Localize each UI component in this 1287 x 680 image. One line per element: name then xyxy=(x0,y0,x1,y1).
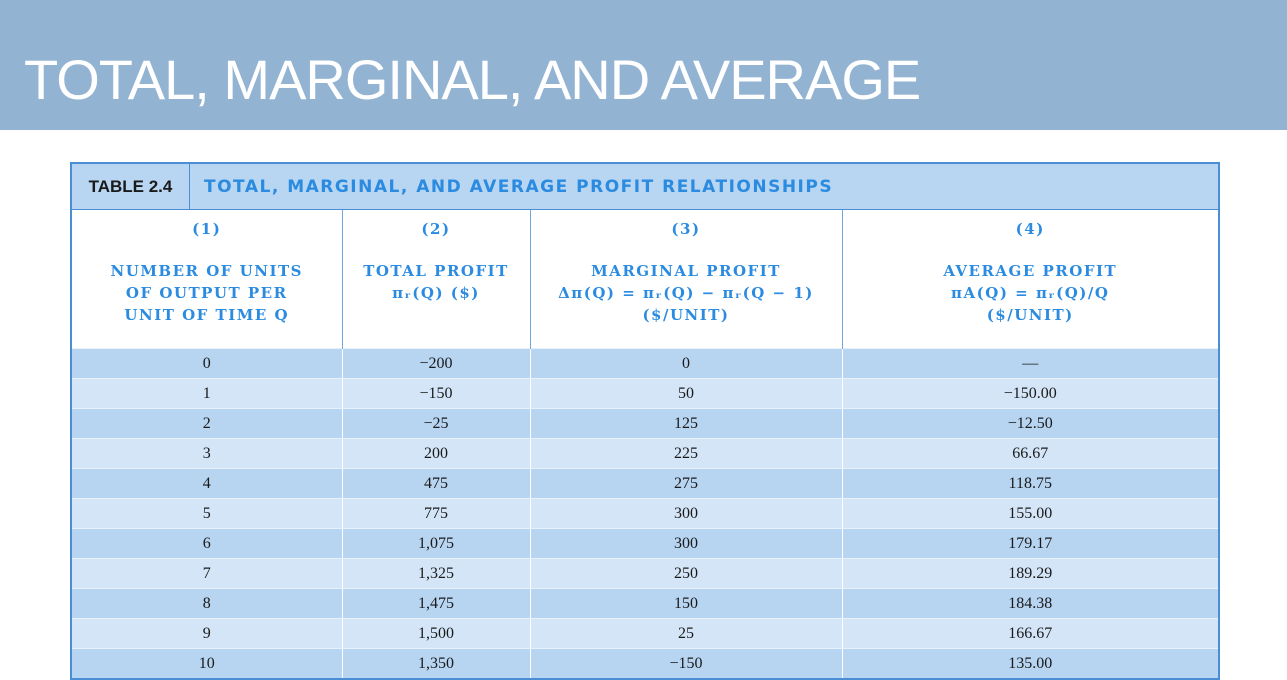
table-row: 0 −200 0— xyxy=(72,348,1218,379)
table-cell: 0 xyxy=(530,348,843,379)
table-cell: 3 xyxy=(72,438,343,469)
column-number: (2) xyxy=(421,220,451,238)
table-cell: −12.50 xyxy=(842,408,1218,439)
table-cell: 4 xyxy=(72,468,343,499)
table-cell: 189.29 xyxy=(842,558,1218,589)
table-cell: 225 xyxy=(530,438,843,469)
table-cell: 1,350 xyxy=(342,648,531,678)
table-cell: 6 xyxy=(72,528,343,559)
table-cell: −200 xyxy=(342,348,531,379)
table-cell: 166.67 xyxy=(842,618,1218,649)
table-cell: 66.67 xyxy=(842,438,1218,469)
table-row: 10 1,350 −150 135.00 xyxy=(72,648,1218,678)
header-row: (1) NUMBER OF UNITS OF OUTPUT PER UNIT O… xyxy=(72,210,1218,349)
column-heading: AVERAGE PROFIT πA(Q) = πᵣ(Q)/Q ($/UNIT) xyxy=(943,262,1118,324)
table-cell: 0 xyxy=(72,348,343,379)
table-cell: 50 xyxy=(530,378,843,409)
table-cell: 25 xyxy=(530,618,843,649)
column-heading: MARGINAL PROFIT Δπ(Q) = πᵣ(Q) − πᵣ(Q − 1… xyxy=(558,262,814,324)
table-cell: 300 xyxy=(530,528,843,559)
table-row: 1 −150 50 −150.00 xyxy=(72,378,1218,409)
table-row: 9 1,500 25 166.67 xyxy=(72,618,1218,649)
table-cell: 1,500 xyxy=(342,618,531,649)
table-cell: 150 xyxy=(530,588,843,619)
profit-table: TABLE 2.4 TOTAL, MARGINAL, AND AVERAGE P… xyxy=(70,162,1220,680)
table-cell: −25 xyxy=(342,408,531,439)
data-table: (1) NUMBER OF UNITS OF OUTPUT PER UNIT O… xyxy=(72,210,1218,678)
column-number: (1) xyxy=(192,220,222,238)
table-cell: 184.38 xyxy=(842,588,1218,619)
table-caption: TABLE 2.4 TOTAL, MARGINAL, AND AVERAGE P… xyxy=(72,164,1218,210)
table-row: 8 1,475 150 184.38 xyxy=(72,588,1218,619)
table-cell: 250 xyxy=(530,558,843,589)
column-heading: NUMBER OF UNITS OF OUTPUT PER UNIT OF TI… xyxy=(110,262,303,324)
column-header-average-profit: (4) AVERAGE PROFIT πA(Q) = πᵣ(Q)/Q ($/UN… xyxy=(842,210,1218,349)
table-cell: 300 xyxy=(530,498,843,529)
table-cell: 200 xyxy=(342,438,531,469)
table-cell: 2 xyxy=(72,408,343,439)
table-row: 2 −25 125 −12.50 xyxy=(72,408,1218,439)
table-title: TOTAL, MARGINAL, AND AVERAGE PROFIT RELA… xyxy=(204,176,834,197)
table-cell: 1 xyxy=(72,378,343,409)
table-cell: — xyxy=(842,348,1218,379)
table-row: 4 475 275 118.75 xyxy=(72,468,1218,499)
table-cell: 775 xyxy=(342,498,531,529)
table-row: 3 200 225 66.67 xyxy=(72,438,1218,469)
table-cell: 1,475 xyxy=(342,588,531,619)
column-header-marginal-profit: (3) MARGINAL PROFIT Δπ(Q) = πᵣ(Q) − πᵣ(Q… xyxy=(530,210,843,349)
table-number: TABLE 2.4 xyxy=(72,164,190,209)
table-row: 5 775 300 155.00 xyxy=(72,498,1218,529)
table-cell: 135.00 xyxy=(842,648,1218,678)
column-number: (4) xyxy=(1015,220,1045,238)
table-cell: 118.75 xyxy=(842,468,1218,499)
table-cell: 9 xyxy=(72,618,343,649)
column-header-units: (1) NUMBER OF UNITS OF OUTPUT PER UNIT O… xyxy=(72,210,343,349)
table-cell: 10 xyxy=(72,648,343,678)
table-cell: 155.00 xyxy=(842,498,1218,529)
column-number: (3) xyxy=(671,220,701,238)
table-cell: −150.00 xyxy=(842,378,1218,409)
table-cell: 8 xyxy=(72,588,343,619)
table-cell: −150 xyxy=(530,648,843,678)
table-cell: 475 xyxy=(342,468,531,499)
table-row: 7 1,325 250 189.29 xyxy=(72,558,1218,589)
table-cell: 1,075 xyxy=(342,528,531,559)
table-cell: 1,325 xyxy=(342,558,531,589)
title-banner: TOTAL, MARGINAL, AND AVERAGE xyxy=(0,0,1287,130)
table-cell: 5 xyxy=(72,498,343,529)
column-header-total-profit: (2) TOTAL PROFIT πᵣ(Q) ($) xyxy=(342,210,531,349)
column-heading: TOTAL PROFIT πᵣ(Q) ($) xyxy=(363,262,509,302)
table-cell: 179.17 xyxy=(842,528,1218,559)
slide-title: TOTAL, MARGINAL, AND AVERAGE xyxy=(24,48,921,111)
table-cell: −150 xyxy=(342,378,531,409)
table-cell: 125 xyxy=(530,408,843,439)
table-cell: 275 xyxy=(530,468,843,499)
table-body: 0 −200 0—1 −150 50 −150.00 2 −25 125 −12.50 3 200 22… xyxy=(72,348,1218,678)
table-cell: 7 xyxy=(72,558,343,589)
table-row: 6 1,075 300 179.17 xyxy=(72,528,1218,559)
